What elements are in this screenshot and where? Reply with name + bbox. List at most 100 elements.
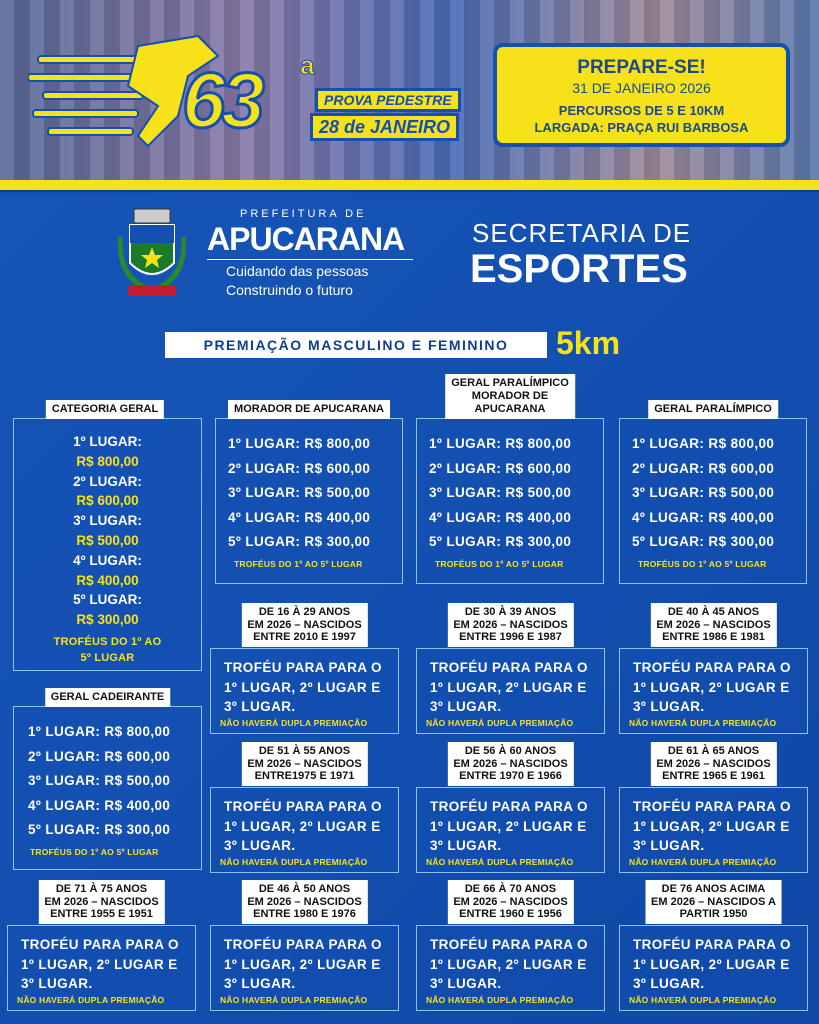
age-group-label: DE 40 À 45 ANOS EM 2026 – NASCIDOS ENTRE… bbox=[650, 603, 777, 647]
notice-box: PREPARE-SE! 31 DE JANEIRO 2026 PERCURSOS… bbox=[493, 43, 790, 147]
prize-line: 4º LUGAR: R$ 400,00 bbox=[429, 509, 572, 525]
age-group-label: DE 16 À 29 ANOS EM 2026 – NASCIDOS ENTRE… bbox=[241, 603, 368, 647]
prize-line: 4º LUGAR: R$ 400,00 bbox=[28, 797, 171, 813]
prize-line: 2º LUGAR: R$ 600,00 bbox=[429, 460, 572, 476]
age-group-label: DE 51 À 55 ANOS EM 2026 – NASCIDOS ENTRE… bbox=[241, 742, 368, 786]
slogan-line-1: Cuidando das pessoas bbox=[226, 263, 369, 279]
trophies-note: TROFÉUS DO 1º AO 5º LUGAR bbox=[638, 558, 767, 569]
age-group-label: DE 30 À 39 ANOS EM 2026 – NASCIDOS ENTRE… bbox=[447, 603, 574, 647]
prize-box-label: GERAL CADEIRANTE bbox=[44, 688, 171, 707]
age-group-note: NÃO HAVERÁ DUPLA PREMIAÇÃO bbox=[629, 994, 777, 1005]
age-group-note: NÃO HAVERÁ DUPLA PREMIAÇÃO bbox=[426, 994, 574, 1005]
section-distance: 5km bbox=[556, 325, 621, 361]
prize-line: 5º LUGAR: R$ 300,00 bbox=[429, 534, 572, 549]
prize-box: 1º LUGAR: R$ 800,00 2º LUGAR: R$ 600,00 3º… bbox=[416, 418, 604, 584]
age-group-box: TROFÉU PARA PARA O 1º LUGAR, 2º LUGAR E … bbox=[416, 925, 605, 1011]
prefeitura-name: APUCARANA bbox=[207, 221, 405, 257]
age-group-text: TROFÉU PARA PARA O 1º LUGAR, 2º LUGAR E … bbox=[430, 937, 588, 991]
prize-box-label: MORADOR DE APUCARANA bbox=[228, 400, 390, 419]
prize-box: 1º LUGAR: R$ 800,00 2º LUGAR: R$ 600,00 3º… bbox=[619, 418, 807, 584]
age-group-label: DE 56 À 60 ANOS EM 2026 – NASCIDOS ENTRE… bbox=[447, 742, 574, 786]
age-group-box: TROFÉU PARA PARA O 1º LUGAR, 2º LUGAR E … bbox=[619, 925, 808, 1011]
age-group-note: NÃO HAVERÁ DUPLA PREMIAÇÃO bbox=[17, 994, 165, 1005]
trophies-note: TROFÉUS DO 1º AO 5º LUGAR bbox=[435, 558, 564, 569]
secretaria-line-1: SECRETARIA DE bbox=[472, 218, 692, 248]
prize-line: 5º LUGAR: R$ 300,00 bbox=[28, 822, 171, 837]
categoria-geral-list: 1º LUGAR: R$ 800,00 2º LUGAR: R$ 600,00 3º L… bbox=[14, 432, 201, 666]
trophies-note: TROFÉUS DO 1º AO bbox=[53, 635, 162, 648]
logo-divider bbox=[207, 259, 413, 260]
prize-line: 4º LUGAR: R$ 400,00 bbox=[632, 509, 775, 525]
prize-line: 1º LUGAR: R$ 800,00 bbox=[28, 724, 171, 739]
age-group-note: NÃO HAVERÁ DUPLA PREMIAÇÃO bbox=[220, 856, 368, 867]
prize-value: R$ 500,00 bbox=[76, 532, 139, 548]
runner-logo-icon bbox=[28, 34, 220, 148]
age-group-note: NÃO HAVERÁ DUPLA PREMIAÇÃO bbox=[426, 856, 574, 867]
prize-line: 2º LUGAR: R$ 600,00 bbox=[228, 460, 371, 476]
city-crest-icon bbox=[118, 208, 186, 295]
age-group-text: TROFÉU PARA PARA O 1º LUGAR, 2º LUGAR E … bbox=[633, 937, 791, 991]
notice-start: LARGADA: PRAÇA RUI BARBOSA bbox=[534, 120, 749, 135]
event-name: PROVA PEDESTRE bbox=[315, 88, 461, 112]
categoria-geral-box: 1º LUGAR: R$ 800,00 2º LUGAR: R$ 600,00 3º L… bbox=[13, 418, 202, 671]
prize-box-label: GERAL PARALÍMPICO MORADOR DE APUCARANA bbox=[445, 374, 575, 419]
prize-value: R$ 400,00 bbox=[76, 572, 139, 588]
prize-line: 3º LUGAR: R$ 500,00 bbox=[429, 485, 572, 500]
prize-line: 2º LUGAR: R$ 600,00 bbox=[28, 748, 171, 764]
age-group-box: TROFÉU PARA PARA O 1º LUGAR, 2º LUGAR E … bbox=[210, 648, 399, 734]
prize-line: 1º LUGAR: R$ 800,00 bbox=[429, 436, 572, 451]
edition-ordinal: a bbox=[299, 50, 315, 81]
place-label: 3º LUGAR: bbox=[73, 513, 142, 529]
place-label: 2º LUGAR: bbox=[73, 473, 142, 489]
notice-title: PREPARE-SE! bbox=[577, 57, 706, 78]
prize-line: 5º LUGAR: R$ 300,00 bbox=[632, 534, 775, 549]
notice-date: 31 DE JANEIRO 2026 bbox=[572, 80, 711, 96]
place-label: 1º LUGAR: bbox=[73, 434, 142, 449]
age-group-text: TROFÉU PARA PARA O 1º LUGAR, 2º LUGAR E … bbox=[633, 660, 791, 714]
age-group-box: TROFÉU PARA PARA O 1º LUGAR, 2º LUGAR E … bbox=[619, 787, 808, 873]
notice-routes: PERCURSOS DE 5 E 10KM bbox=[558, 103, 725, 118]
secretaria-line-2: ESPORTES bbox=[470, 247, 688, 291]
age-group-label: DE 71 À 75 ANOS EM 2026 – NASCIDOS ENTRE… bbox=[38, 880, 165, 924]
event-date: 28 de JANEIRO bbox=[310, 113, 460, 141]
prize-box-label: GERAL PARALÍMPICO bbox=[648, 400, 778, 419]
age-group-label: DE 61 À 65 ANOS EM 2026 – NASCIDOS ENTRE… bbox=[650, 742, 777, 786]
trophies-note: TROFÉUS DO 1º AO 5º LUGAR bbox=[234, 558, 363, 569]
age-group-box: TROFÉU PARA PARA O 1º LUGAR, 2º LUGAR E … bbox=[210, 925, 399, 1011]
prize-line: 2º LUGAR: R$ 600,00 bbox=[632, 460, 775, 476]
prize-line: 1º LUGAR: R$ 800,00 bbox=[632, 436, 775, 451]
prize-line: 1º LUGAR: R$ 800,00 bbox=[228, 436, 371, 451]
age-group-label: DE 46 À 50 ANOS EM 2026 – NASCIDOS ENTRE… bbox=[241, 880, 368, 924]
age-group-note: NÃO HAVERÁ DUPLA PREMIAÇÃO bbox=[220, 994, 368, 1005]
prize-value: R$ 800,00 bbox=[76, 453, 139, 469]
age-group-box: TROFÉU PARA PARA O 1º LUGAR, 2º LUGAR E … bbox=[210, 787, 399, 873]
age-group-label: DE 66 À 70 ANOS EM 2026 – NASCIDOS ENTRE… bbox=[447, 880, 574, 924]
age-group-note: NÃO HAVERÁ DUPLA PREMIAÇÃO bbox=[220, 717, 368, 728]
trophies-note: TROFÉUS DO 1º AO 5º LUGAR bbox=[30, 846, 159, 857]
prize-line: 3º LUGAR: R$ 500,00 bbox=[228, 485, 371, 500]
age-group-text: TROFÉU PARA PARA O 1º LUGAR, 2º LUGAR E … bbox=[224, 799, 382, 853]
place-label: 5º LUGAR: bbox=[73, 592, 142, 608]
age-group-text: TROFÉU PARA PARA O 1º LUGAR, 2º LUGAR E … bbox=[430, 660, 588, 714]
age-group-text: TROFÉU PARA PARA O 1º LUGAR, 2º LUGAR E … bbox=[21, 937, 179, 991]
trophies-note: 5º LUGAR bbox=[80, 651, 135, 664]
section-title: PREMIAÇÃO MASCULINO E FEMININO bbox=[165, 332, 547, 358]
age-group-text: TROFÉU PARA PARA O 1º LUGAR, 2º LUGAR E … bbox=[224, 937, 382, 991]
age-group-box: TROFÉU PARA PARA O 1º LUGAR, 2º LUGAR E … bbox=[416, 648, 605, 734]
prize-line: 3º LUGAR: R$ 500,00 bbox=[28, 773, 171, 788]
prize-value: R$ 300,00 bbox=[76, 612, 139, 628]
prefeitura-label: PREFEITURA DE bbox=[240, 208, 367, 220]
edition-number: 63 bbox=[181, 55, 267, 146]
prize-value: R$ 600,00 bbox=[76, 493, 139, 509]
age-group-text: TROFÉU PARA PARA O 1º LUGAR, 2º LUGAR E … bbox=[430, 799, 588, 853]
age-group-text: TROFÉU PARA PARA O 1º LUGAR, 2º LUGAR E … bbox=[633, 799, 791, 853]
prize-box: 1º LUGAR: R$ 800,00 2º LUGAR: R$ 600,00 3º… bbox=[215, 418, 403, 584]
age-group-label: DE 76 ANOS ACIMA EM 2026 – NASCIDOS A PA… bbox=[645, 880, 782, 924]
age-group-note: NÃO HAVERÁ DUPLA PREMIAÇÃO bbox=[629, 856, 777, 867]
categoria-geral-label: CATEGORIA GERAL bbox=[45, 400, 165, 419]
prize-line: 3º LUGAR: R$ 500,00 bbox=[632, 485, 775, 500]
age-group-text: TROFÉU PARA PARA O 1º LUGAR, 2º LUGAR E … bbox=[224, 660, 382, 714]
age-group-note: NÃO HAVERÁ DUPLA PREMIAÇÃO bbox=[629, 717, 777, 728]
age-group-box: TROFÉU PARA PARA O 1º LUGAR, 2º LUGAR E … bbox=[416, 787, 605, 873]
prize-box: 1º LUGAR: R$ 800,00 2º LUGAR: R$ 600,00 3º… bbox=[13, 706, 202, 870]
